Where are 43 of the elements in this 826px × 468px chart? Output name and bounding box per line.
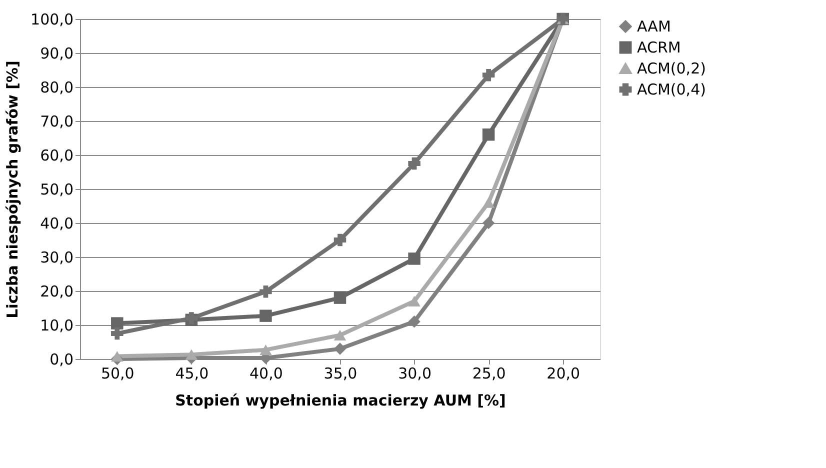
y-tick-label: 10,0 xyxy=(40,316,74,334)
y-tick-label: 50,0 xyxy=(40,180,74,198)
x-tick-label: 40,0 xyxy=(250,364,283,382)
x-tick-label: 30,0 xyxy=(398,364,432,382)
point xyxy=(111,350,124,362)
x-axis-title: Stopień wypełnienia macierzy AUM [%] xyxy=(175,392,506,410)
point xyxy=(334,234,346,246)
point xyxy=(482,68,495,82)
point xyxy=(111,327,124,340)
point xyxy=(482,128,495,141)
x-tick-label: 35,0 xyxy=(324,364,358,382)
point xyxy=(185,349,198,360)
point xyxy=(408,296,420,307)
point xyxy=(334,292,346,304)
y-axis-title: Liczba niespójnych grafów [%] xyxy=(4,60,22,318)
y-tick-label: 80,0 xyxy=(40,78,74,96)
y-tick-label: 90,0 xyxy=(40,44,74,62)
x-tick-label: 25,0 xyxy=(472,364,506,382)
y-tick-label: 70,0 xyxy=(40,112,74,130)
point xyxy=(260,344,272,356)
point xyxy=(482,197,495,208)
point xyxy=(260,286,272,298)
point xyxy=(260,310,272,322)
x-tick-label: 45,0 xyxy=(175,364,209,382)
legend-label: AAM xyxy=(637,18,671,36)
point xyxy=(111,317,124,330)
legend-label: ACRM xyxy=(637,38,681,56)
y-tick-label: 30,0 xyxy=(40,248,74,266)
point xyxy=(408,157,420,170)
y-tick-label: 60,0 xyxy=(40,146,74,164)
y-tick-label: 20,0 xyxy=(40,282,74,300)
point xyxy=(334,330,346,341)
legend-label: ACM(0,4) xyxy=(637,80,706,98)
point xyxy=(334,342,346,355)
y-tick-label: 100,0 xyxy=(30,10,74,28)
x-tick-label: 20,0 xyxy=(546,364,580,382)
point xyxy=(408,252,420,265)
x-tick-label: 50,0 xyxy=(100,364,134,382)
y-tick-label: 40,0 xyxy=(40,214,74,232)
point xyxy=(408,315,420,328)
y-tick-label: 0,0 xyxy=(50,350,74,368)
legend-label: ACM(0,2) xyxy=(637,60,706,78)
point xyxy=(482,216,495,230)
